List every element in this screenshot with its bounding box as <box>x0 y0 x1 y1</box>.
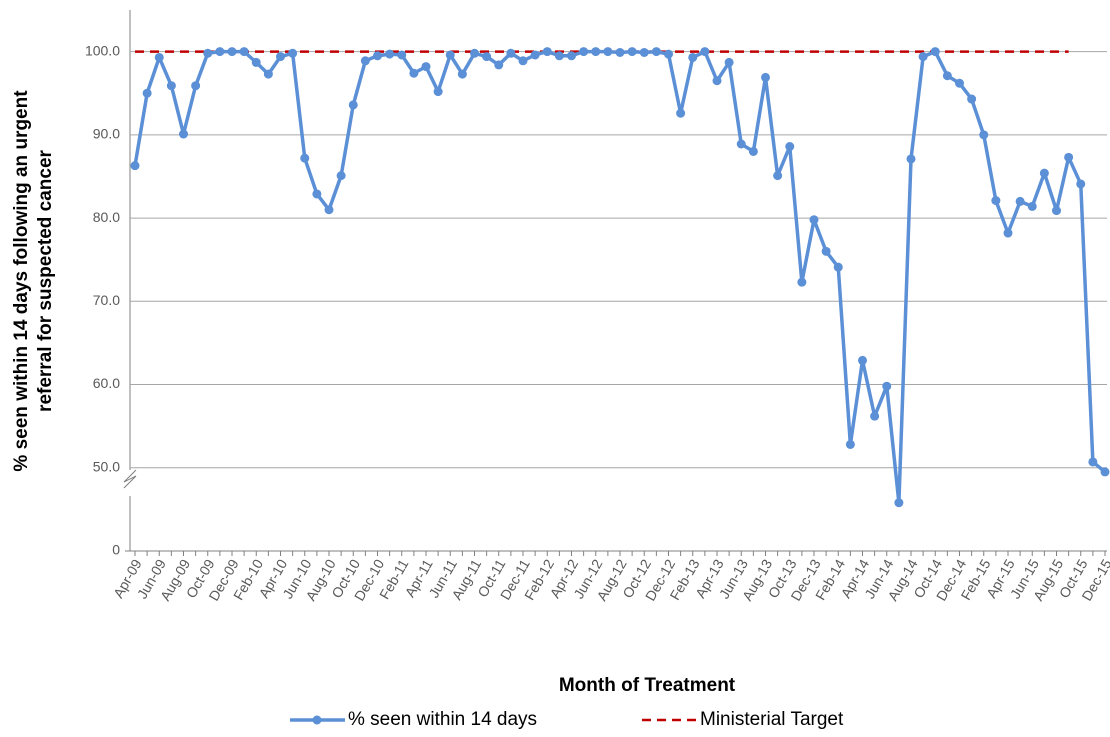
point <box>1052 206 1061 216</box>
point <box>736 139 746 149</box>
point <box>348 100 358 110</box>
point <box>1015 196 1025 206</box>
y-tick-label: 90.0 <box>93 126 120 142</box>
point <box>991 196 1001 206</box>
point <box>1100 467 1110 477</box>
point <box>409 68 419 78</box>
point <box>809 215 819 225</box>
legend-label: % seen within 14 days <box>348 709 537 730</box>
point <box>894 498 904 508</box>
point <box>833 262 843 272</box>
axis-break-gap <box>124 470 136 496</box>
point <box>906 154 916 164</box>
y-tick-label: 100.0 <box>85 42 120 58</box>
point <box>239 47 249 57</box>
point <box>567 51 576 61</box>
point <box>373 51 382 61</box>
point <box>955 78 964 88</box>
point <box>276 52 285 62</box>
point <box>688 52 698 62</box>
point <box>700 47 710 57</box>
y-tick-label: 60.0 <box>93 375 120 391</box>
x-axis-title: Month of Treatment <box>559 675 736 696</box>
point <box>870 411 880 421</box>
point <box>191 81 201 91</box>
point <box>263 69 273 79</box>
point <box>942 71 952 81</box>
point <box>433 87 443 97</box>
point <box>203 48 213 58</box>
point <box>858 355 867 365</box>
point <box>542 47 552 57</box>
point <box>761 72 770 82</box>
point <box>130 161 140 171</box>
point <box>603 47 613 57</box>
point <box>470 48 479 58</box>
point <box>979 130 989 140</box>
point <box>530 50 540 60</box>
point <box>154 52 164 62</box>
point <box>579 47 589 57</box>
point <box>639 47 649 57</box>
point <box>627 47 637 57</box>
y-tick-label: 50.0 <box>93 458 120 474</box>
point <box>324 205 334 215</box>
point <box>288 48 298 58</box>
point <box>773 171 783 181</box>
y-tick-label: 80.0 <box>93 209 120 225</box>
y-axis-title: % seen within 14 days following an urgen… <box>11 90 32 472</box>
point <box>651 47 661 57</box>
point <box>518 56 528 66</box>
point <box>845 439 855 449</box>
point <box>1039 168 1049 178</box>
point <box>457 69 467 79</box>
point <box>967 94 977 104</box>
point <box>227 47 237 57</box>
point <box>785 141 795 151</box>
point <box>676 108 686 118</box>
point <box>554 51 564 61</box>
point <box>797 277 807 287</box>
point <box>712 76 722 86</box>
point <box>918 52 928 62</box>
point <box>312 189 322 199</box>
point <box>482 52 492 62</box>
point <box>1064 152 1074 162</box>
y-axis-title: referral for suspected cancer <box>35 149 56 412</box>
point <box>821 246 831 256</box>
legend-marker <box>312 715 322 725</box>
point <box>724 57 734 67</box>
point <box>1088 457 1098 467</box>
series-line <box>133 49 1107 505</box>
y-tick-label: 0 <box>112 542 120 558</box>
point <box>494 60 504 70</box>
point <box>1027 201 1037 211</box>
point <box>336 171 346 181</box>
axis-break <box>123 469 137 489</box>
point <box>385 49 395 59</box>
point <box>615 47 625 57</box>
point <box>1003 228 1013 238</box>
point <box>142 88 152 98</box>
point <box>300 153 310 163</box>
point <box>591 47 601 57</box>
point <box>930 47 940 57</box>
point <box>506 48 516 58</box>
point <box>251 57 261 67</box>
legend-label: Ministerial Target <box>700 709 844 730</box>
point <box>360 56 370 66</box>
point <box>166 81 176 91</box>
y-tick-label: 70.0 <box>93 292 120 308</box>
point <box>215 47 225 57</box>
point <box>421 62 431 72</box>
point <box>1076 179 1086 189</box>
point <box>179 129 188 139</box>
point <box>397 50 407 60</box>
point <box>882 381 892 391</box>
point <box>664 49 673 59</box>
point <box>445 50 455 60</box>
point <box>748 146 758 156</box>
